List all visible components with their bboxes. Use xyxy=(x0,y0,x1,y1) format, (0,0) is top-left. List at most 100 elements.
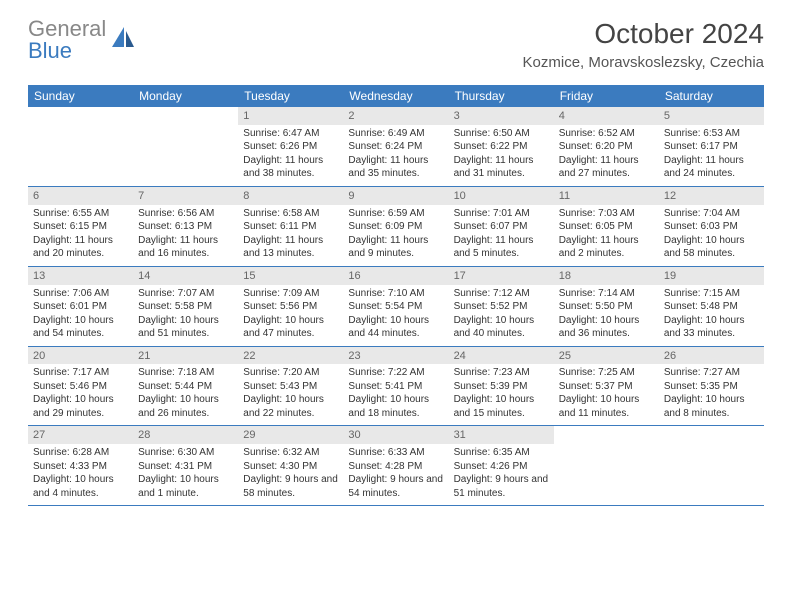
day-info: Sunrise: 6:52 AMSunset: 6:20 PMDaylight:… xyxy=(559,127,654,181)
sunset-text: Sunset: 6:26 PM xyxy=(243,140,338,154)
sunrise-text: Sunrise: 7:27 AM xyxy=(664,366,759,380)
sunset-text: Sunset: 4:31 PM xyxy=(138,460,233,474)
sunrise-text: Sunrise: 7:18 AM xyxy=(138,366,233,380)
day-info: Sunrise: 7:03 AMSunset: 6:05 PMDaylight:… xyxy=(559,207,654,261)
day-info: Sunrise: 6:53 AMSunset: 6:17 PMDaylight:… xyxy=(664,127,759,181)
day-info: Sunrise: 7:07 AMSunset: 5:58 PMDaylight:… xyxy=(138,287,233,341)
day-info: Sunrise: 7:04 AMSunset: 6:03 PMDaylight:… xyxy=(664,207,759,261)
day-header: Friday xyxy=(554,85,659,107)
sunset-text: Sunset: 5:58 PM xyxy=(138,300,233,314)
day-headers-row: SundayMondayTuesdayWednesdayThursdayFrid… xyxy=(28,85,764,107)
sunset-text: Sunset: 4:28 PM xyxy=(348,460,443,474)
sunrise-text: Sunrise: 7:04 AM xyxy=(664,207,759,221)
day-number: 9 xyxy=(343,187,448,205)
day-cell: 29Sunrise: 6:32 AMSunset: 4:30 PMDayligh… xyxy=(238,426,343,505)
daylight-text: Daylight: 10 hours and 15 minutes. xyxy=(454,393,549,420)
day-cell: 27Sunrise: 6:28 AMSunset: 4:33 PMDayligh… xyxy=(28,426,133,505)
day-number: 31 xyxy=(449,426,554,444)
day-info: Sunrise: 7:22 AMSunset: 5:41 PMDaylight:… xyxy=(348,366,443,420)
daylight-text: Daylight: 10 hours and 51 minutes. xyxy=(138,314,233,341)
day-info: Sunrise: 7:17 AMSunset: 5:46 PMDaylight:… xyxy=(33,366,128,420)
day-number: 21 xyxy=(133,347,238,365)
sunset-text: Sunset: 6:05 PM xyxy=(559,220,654,234)
sunrise-text: Sunrise: 6:53 AM xyxy=(664,127,759,141)
sunset-text: Sunset: 6:01 PM xyxy=(33,300,128,314)
sunset-text: Sunset: 6:17 PM xyxy=(664,140,759,154)
sunrise-text: Sunrise: 7:10 AM xyxy=(348,287,443,301)
day-cell: 17Sunrise: 7:12 AMSunset: 5:52 PMDayligh… xyxy=(449,267,554,346)
daylight-text: Daylight: 10 hours and 22 minutes. xyxy=(243,393,338,420)
day-number: 25 xyxy=(554,347,659,365)
sunrise-text: Sunrise: 6:59 AM xyxy=(348,207,443,221)
sunset-text: Sunset: 6:09 PM xyxy=(348,220,443,234)
day-number: 14 xyxy=(133,267,238,285)
sunrise-text: Sunrise: 7:20 AM xyxy=(243,366,338,380)
day-cell: 25Sunrise: 7:25 AMSunset: 5:37 PMDayligh… xyxy=(554,347,659,426)
logo: General Blue xyxy=(28,18,136,62)
week-row: 6Sunrise: 6:55 AMSunset: 6:15 PMDaylight… xyxy=(28,187,764,267)
day-cell: 1Sunrise: 6:47 AMSunset: 6:26 PMDaylight… xyxy=(238,107,343,186)
daylight-text: Daylight: 10 hours and 40 minutes. xyxy=(454,314,549,341)
day-number: 17 xyxy=(449,267,554,285)
daylight-text: Daylight: 10 hours and 18 minutes. xyxy=(348,393,443,420)
day-header: Tuesday xyxy=(238,85,343,107)
day-number: 22 xyxy=(238,347,343,365)
day-number: 16 xyxy=(343,267,448,285)
day-cell: 21Sunrise: 7:18 AMSunset: 5:44 PMDayligh… xyxy=(133,347,238,426)
day-cell: 6Sunrise: 6:55 AMSunset: 6:15 PMDaylight… xyxy=(28,187,133,266)
week-row: 27Sunrise: 6:28 AMSunset: 4:33 PMDayligh… xyxy=(28,426,764,506)
day-cell: 13Sunrise: 7:06 AMSunset: 6:01 PMDayligh… xyxy=(28,267,133,346)
daylight-text: Daylight: 10 hours and 29 minutes. xyxy=(33,393,128,420)
day-number: 2 xyxy=(343,107,448,125)
daylight-text: Daylight: 9 hours and 58 minutes. xyxy=(243,473,338,500)
day-info: Sunrise: 6:58 AMSunset: 6:11 PMDaylight:… xyxy=(243,207,338,261)
day-cell: 16 Sunrise: 7:10 AMSunset: 5:54 PMDayligh… xyxy=(343,267,448,346)
day-info: Sunrise: 6:33 AMSunset: 4:28 PMDaylight:… xyxy=(348,446,443,500)
sunrise-text: Sunrise: 6:30 AM xyxy=(138,446,233,460)
daylight-text: Daylight: 11 hours and 38 minutes. xyxy=(243,154,338,181)
day-cell: 22Sunrise: 7:20 AMSunset: 5:43 PMDayligh… xyxy=(238,347,343,426)
day-cell: 15 Sunrise: 7:09 AMSunset: 5:56 PMDayligh… xyxy=(238,267,343,346)
sunset-text: Sunset: 5:46 PM xyxy=(33,380,128,394)
daylight-text: Daylight: 10 hours and 26 minutes. xyxy=(138,393,233,420)
day-info: Sunrise: 7:06 AMSunset: 6:01 PMDaylight:… xyxy=(33,287,128,341)
daylight-text: Daylight: 11 hours and 2 minutes. xyxy=(559,234,654,261)
sunrise-text: Sunrise: 6:35 AM xyxy=(454,446,549,460)
day-number: 3 xyxy=(449,107,554,125)
sunset-text: Sunset: 5:44 PM xyxy=(138,380,233,394)
day-number: 27 xyxy=(28,426,133,444)
sunset-text: Sunset: 6:11 PM xyxy=(243,220,338,234)
day-info: Sunrise: 7:15 AMSunset: 5:48 PMDaylight:… xyxy=(664,287,759,341)
daylight-text: Daylight: 10 hours and 47 minutes. xyxy=(243,314,338,341)
sunset-text: Sunset: 6:20 PM xyxy=(559,140,654,154)
day-number: 12 xyxy=(659,187,764,205)
day-header: Sunday xyxy=(28,85,133,107)
sunset-text: Sunset: 5:54 PM xyxy=(348,300,443,314)
sunset-text: Sunset: 5:39 PM xyxy=(454,380,549,394)
sunrise-text: Sunrise: 7:14 AM xyxy=(559,287,654,301)
day-number: 24 xyxy=(449,347,554,365)
sunset-text: Sunset: 6:03 PM xyxy=(664,220,759,234)
day-cell: 14 Sunrise: 7:07 AMSunset: 5:58 PMDayligh… xyxy=(133,267,238,346)
day-cell: 31Sunrise: 6:35 AMSunset: 4:26 PMDayligh… xyxy=(449,426,554,505)
day-header: Thursday xyxy=(449,85,554,107)
daylight-text: Daylight: 9 hours and 54 minutes. xyxy=(348,473,443,500)
day-info: Sunrise: 7:01 AMSunset: 6:07 PMDaylight:… xyxy=(454,207,549,261)
day-header: Monday xyxy=(133,85,238,107)
location-text: Kozmice, Moravskoslezsky, Czechia xyxy=(523,54,764,71)
sunrise-text: Sunrise: 7:01 AM xyxy=(454,207,549,221)
day-number: 18 xyxy=(554,267,659,285)
sunset-text: Sunset: 5:52 PM xyxy=(454,300,549,314)
day-info: Sunrise: 6:55 AMSunset: 6:15 PMDaylight:… xyxy=(33,207,128,261)
day-number: 15 xyxy=(238,267,343,285)
daylight-text: Daylight: 11 hours and 5 minutes. xyxy=(454,234,549,261)
sunset-text: Sunset: 6:13 PM xyxy=(138,220,233,234)
sunset-text: Sunset: 5:35 PM xyxy=(664,380,759,394)
day-header: Saturday xyxy=(659,85,764,107)
day-cell: 12 Sunrise: 7:04 AMSunset: 6:03 PMDayligh… xyxy=(659,187,764,266)
daylight-text: Daylight: 10 hours and 33 minutes. xyxy=(664,314,759,341)
daylight-text: Daylight: 9 hours and 51 minutes. xyxy=(454,473,549,500)
daylight-text: Daylight: 10 hours and 44 minutes. xyxy=(348,314,443,341)
sunrise-text: Sunrise: 6:55 AM xyxy=(33,207,128,221)
day-info: Sunrise: 7:09 AMSunset: 5:56 PMDaylight:… xyxy=(243,287,338,341)
